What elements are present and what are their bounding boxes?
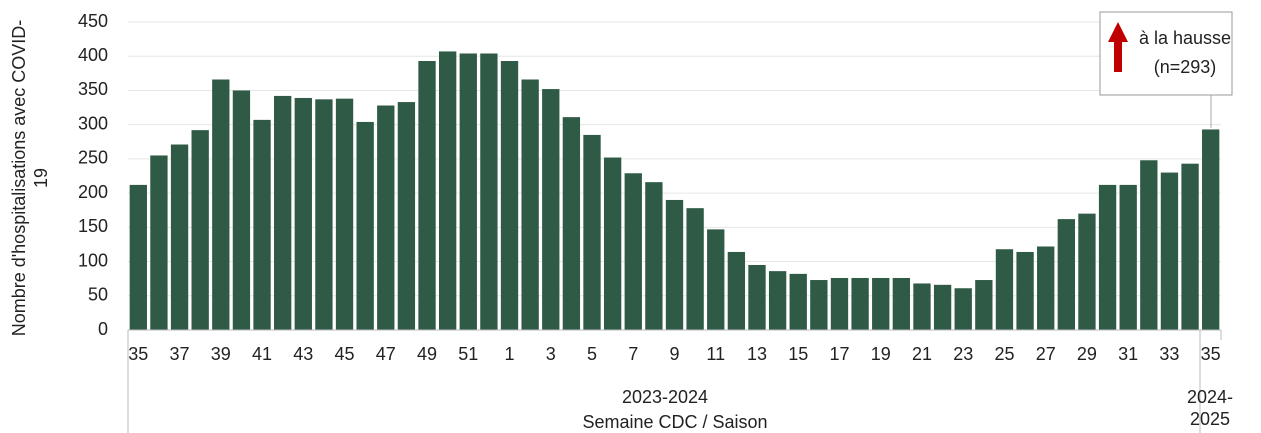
bar [995, 249, 1014, 330]
x-tick-label: 25 [994, 344, 1014, 364]
bar [975, 280, 993, 330]
bar [315, 99, 333, 330]
x-tick-label: 11 [706, 344, 725, 364]
y-tick-label: 0 [98, 319, 108, 339]
x-tick-label: 5 [587, 344, 597, 364]
up-arrow [1108, 22, 1128, 72]
x-tick-label: 39 [211, 344, 231, 364]
y-tick-label: 350 [78, 79, 108, 99]
x-tick-label: 51 [458, 344, 478, 364]
bar [686, 208, 704, 330]
bar [542, 89, 560, 330]
season-label: 2023-2024 [621, 387, 709, 407]
bar [954, 288, 972, 330]
bar [1057, 219, 1075, 330]
bar [810, 280, 828, 330]
x-tick-label: 9 [669, 344, 679, 364]
bar [872, 277, 890, 330]
x-tick-label: 27 [1036, 344, 1056, 364]
x-tick-label: 41 [252, 344, 272, 364]
bar [830, 277, 849, 330]
bar [480, 53, 498, 331]
y-tick-label: 200 [78, 182, 108, 202]
x-tick-label: 33 [1159, 344, 1179, 364]
bar [603, 157, 622, 330]
x-tick-label: 13 [747, 344, 767, 364]
bar [583, 134, 601, 330]
annotation-text: à la hausse [1139, 28, 1231, 48]
x-axis-title: Semaine CDC / Saison [582, 412, 768, 432]
y-tick-label: 300 [78, 113, 108, 133]
annotation-count: (n=293) [1154, 57, 1217, 77]
y-tick-label: 150 [78, 216, 108, 236]
x-tick-label: 29 [1077, 344, 1097, 364]
bar [707, 229, 725, 330]
bar [150, 155, 168, 330]
bar [212, 79, 230, 330]
x-tick-label: 21 [912, 344, 932, 364]
bar [438, 51, 457, 330]
bar [377, 105, 395, 330]
x-tick-label: 31 [1118, 344, 1138, 364]
x-tick-label: 47 [376, 344, 396, 364]
bar [1037, 246, 1055, 330]
x-tick-label: 17 [829, 344, 849, 364]
bar [562, 117, 581, 330]
y-tick-label: 100 [78, 250, 108, 270]
x-tick-label: 45 [335, 344, 355, 364]
x-tick-label: 37 [170, 344, 190, 364]
bar [1202, 129, 1220, 330]
bar [1078, 213, 1096, 330]
bar [170, 144, 189, 330]
bar [191, 130, 209, 330]
bar [789, 273, 807, 330]
x-tick-label: 3 [546, 344, 556, 364]
bar [418, 61, 436, 330]
bar [397, 102, 416, 330]
x-tick-label: 35 [1201, 344, 1221, 364]
bar [521, 79, 539, 330]
x-tick-label: 15 [788, 344, 808, 364]
x-tick-label: 43 [293, 344, 313, 364]
bar [1160, 172, 1179, 330]
bar [933, 284, 952, 330]
y-tick-label: 400 [78, 45, 108, 65]
bar [1181, 163, 1199, 330]
bar [274, 95, 292, 330]
bar [500, 61, 519, 330]
bar [768, 271, 787, 330]
bar [892, 277, 911, 330]
x-tick-label: 23 [953, 344, 973, 364]
bar [335, 98, 354, 330]
bar [356, 121, 374, 330]
x-tick-label: 49 [417, 344, 437, 364]
season-label: 2024-2025 [1186, 387, 1234, 429]
x-tick-label: 35 [128, 344, 148, 364]
bar [459, 53, 477, 331]
y-tick-label: 450 [78, 11, 108, 31]
bar [851, 277, 869, 330]
bar [294, 97, 312, 331]
bar [1016, 251, 1034, 330]
bar [645, 182, 663, 330]
x-tick-label: 19 [871, 344, 891, 364]
bar [748, 264, 766, 330]
y-axis-title: Nombre d'hospitalisations avec COVID-19 [9, 19, 51, 337]
bar [129, 184, 147, 330]
bar [232, 90, 251, 330]
bar [913, 283, 931, 330]
bar [1140, 160, 1158, 330]
bar [665, 199, 684, 330]
x-tick-label: 1 [505, 344, 515, 364]
y-tick-label: 50 [88, 285, 108, 305]
bar [1119, 184, 1137, 330]
y-tick-label: 250 [78, 148, 108, 168]
bar [1098, 184, 1117, 330]
x-tick-label: 7 [628, 344, 638, 364]
bar [727, 251, 746, 330]
bar [253, 119, 271, 331]
bar [624, 173, 642, 330]
